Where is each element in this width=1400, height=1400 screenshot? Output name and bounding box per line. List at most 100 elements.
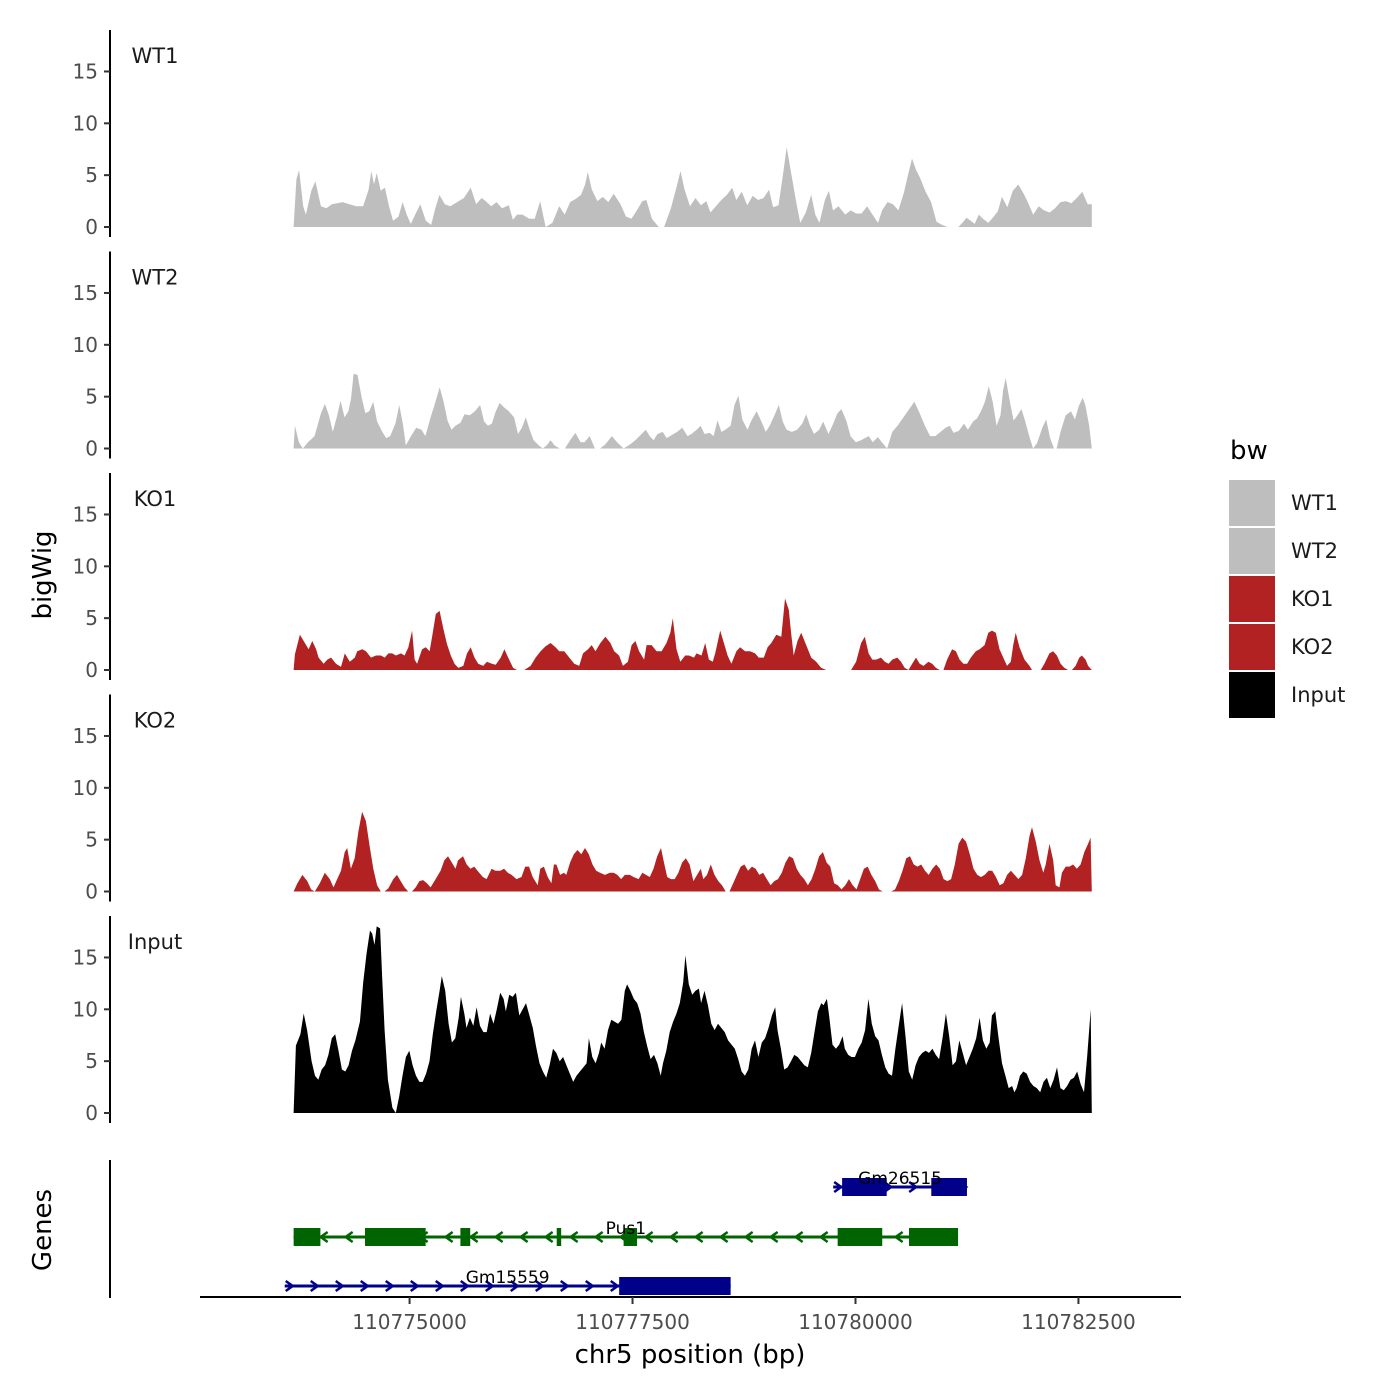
- strand-arrow: [559, 1279, 570, 1293]
- signal-area-ko2: [293, 811, 1092, 892]
- y-tick-label: 10: [73, 776, 98, 800]
- strand-arrow: [693, 1230, 704, 1244]
- exon: [931, 1178, 967, 1196]
- strand-arrow: [434, 1279, 445, 1293]
- y-tick-label: 0: [85, 1101, 98, 1125]
- track-label: Input: [128, 930, 182, 954]
- x-axis: 110775000 110777500 110780000 110782500: [200, 1296, 1181, 1334]
- exon: [908, 1228, 959, 1246]
- y-axis-title: bigWig: [28, 530, 58, 619]
- track-label: WT1: [132, 44, 179, 68]
- strand-arrow: [443, 1230, 454, 1244]
- strand-arrow: [318, 1230, 329, 1244]
- strand-arrow: [343, 1230, 354, 1244]
- y-tick-label: 10: [73, 111, 98, 135]
- legend-swatch-input: [1229, 672, 1275, 718]
- x-tick-label: 110780000: [798, 1310, 913, 1334]
- y-tick-label: 0: [85, 215, 98, 239]
- legend: bw WT1 WT2 KO1 KO2 Input: [1229, 436, 1345, 718]
- strand-arrow: [334, 1279, 345, 1293]
- strand-arrow: [908, 1180, 919, 1194]
- strand-arrow: [768, 1230, 779, 1244]
- y-tick-label: 15: [73, 945, 98, 969]
- y-tick-label: 5: [85, 1049, 98, 1073]
- y-tick-label: 5: [85, 828, 98, 852]
- y-tick-label: 10: [73, 554, 98, 578]
- gene-gm15559: Gm15559: [284, 1268, 731, 1295]
- signal-area-wt2: [293, 373, 1092, 449]
- y-tick-label: 5: [85, 163, 98, 187]
- strand-arrow: [584, 1279, 595, 1293]
- track-wt2: 0 5 10 15 WT2: [73, 251, 1092, 461]
- exon: [293, 1228, 321, 1246]
- genes-layer: Gm26515 Pus1 Gm15559: [109, 1160, 969, 1298]
- strand-arrow: [593, 1230, 604, 1244]
- strand-arrow: [518, 1230, 529, 1244]
- strand-arrow: [509, 1279, 520, 1293]
- gene-pus1: Pus1: [293, 1219, 959, 1246]
- genes-axis-title: Genes: [28, 1189, 58, 1271]
- strand-arrow: [459, 1279, 470, 1293]
- strand-arrow: [484, 1279, 495, 1293]
- gene-label: Gm26515: [858, 1169, 942, 1189]
- strand-arrow: [309, 1279, 320, 1293]
- legend-swatch-wt2: [1229, 528, 1275, 574]
- y-tick-label: 5: [85, 385, 98, 409]
- track-input: 0 5 10 15 Input: [73, 916, 1092, 1125]
- strand-arrow: [793, 1230, 804, 1244]
- strand-arrow: [409, 1279, 420, 1293]
- y-tick-label: 15: [73, 724, 98, 748]
- signal-area-ko1: [293, 598, 1092, 670]
- y-tick-label: 0: [85, 880, 98, 904]
- x-tick-label: 110775000: [352, 1310, 467, 1334]
- legend-label: KO1: [1291, 587, 1334, 611]
- exon: [364, 1228, 426, 1246]
- strand-arrow: [743, 1230, 754, 1244]
- strand-arrow: [384, 1279, 395, 1293]
- signal-area-input: [293, 926, 1092, 1113]
- y-tick-label: 15: [73, 502, 98, 526]
- exon: [842, 1178, 887, 1196]
- gene-label: Pus1: [606, 1219, 646, 1239]
- x-axis-title: chr5 position (bp): [575, 1340, 806, 1370]
- x-tick-label: 110777500: [575, 1310, 690, 1334]
- strand-arrow: [643, 1230, 654, 1244]
- strand-arrow: [833, 1180, 844, 1194]
- track-ko2: 0 5 10 15 KO2: [73, 694, 1092, 904]
- exon: [623, 1228, 637, 1246]
- y-tick-label: 15: [73, 281, 98, 305]
- track-wt1: 0 5 10 15 WT1: [73, 30, 1092, 239]
- legend-label: WT1: [1291, 491, 1338, 515]
- strand-arrow: [284, 1279, 295, 1293]
- track-ko1: 0 5 10 15 KO1: [73, 473, 1092, 682]
- legend-label: Input: [1291, 683, 1345, 707]
- strand-arrow: [493, 1230, 504, 1244]
- exon: [556, 1228, 562, 1246]
- exon: [460, 1228, 471, 1246]
- strand-arrow: [534, 1279, 545, 1293]
- tracks-layer: 0 5 10 15 WT1 0 5 10 15 WT2 0 5 10 15 KO1 0 5 10 15 KO2 0 5 10…: [73, 30, 1092, 1125]
- y-tick-label: 10: [73, 333, 98, 357]
- strand-arrow: [468, 1230, 479, 1244]
- strand-arrow: [359, 1279, 370, 1293]
- y-tick-label: 0: [85, 658, 98, 682]
- legend-swatch-ko2: [1229, 624, 1275, 670]
- strand-arrow: [568, 1230, 579, 1244]
- track-label: KO2: [134, 708, 177, 732]
- strand-arrow: [609, 1279, 620, 1293]
- legend-title: bw: [1230, 436, 1268, 466]
- strand-arrow: [818, 1230, 829, 1244]
- x-tick-label: 110782500: [1021, 1310, 1136, 1334]
- strand-arrow: [668, 1230, 679, 1244]
- signal-area-wt1: [293, 147, 1092, 227]
- legend-swatch-wt1: [1229, 480, 1275, 526]
- track-label: KO1: [134, 487, 177, 511]
- y-tick-label: 10: [73, 997, 98, 1021]
- strand-arrow: [543, 1230, 554, 1244]
- strand-arrow: [718, 1230, 729, 1244]
- y-tick-label: 5: [85, 606, 98, 630]
- gene-label: Gm15559: [466, 1268, 550, 1288]
- y-tick-label: 15: [73, 59, 98, 83]
- strand-arrow: [893, 1230, 904, 1244]
